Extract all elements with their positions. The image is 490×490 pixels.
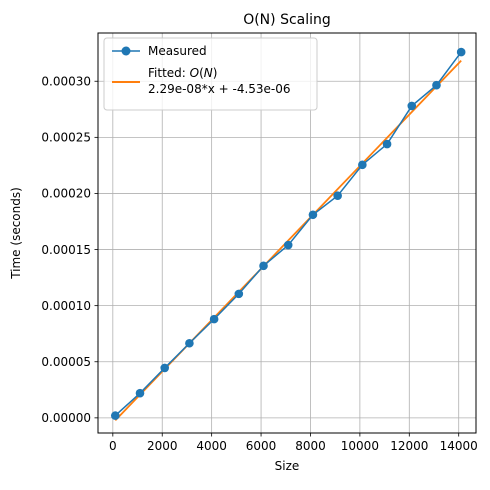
measured-point [185, 338, 194, 348]
y-tick-label: 0.00005 [41, 355, 91, 369]
legend-marker-measured-dot [121, 46, 131, 56]
measured-point [283, 240, 293, 250]
y-tick-label: 0.00010 [41, 299, 91, 313]
x-tick-label: 0 [109, 439, 117, 453]
legend: Measured Fitted: O(N) 2.29e-08*x + -4.53… [103, 37, 318, 111]
measured-point [259, 261, 268, 271]
measured-point [110, 411, 120, 420]
legend-entry-measured: Measured [148, 44, 207, 58]
measured-point [358, 160, 367, 170]
measured-point [432, 80, 441, 90]
y-tick-label: 0.00000 [41, 411, 91, 425]
measured-point [234, 289, 244, 299]
legend-entry-fitted: Fitted: O(N) [148, 66, 217, 80]
x-tick-label: 6000 [246, 439, 277, 453]
measured-point [333, 191, 342, 200]
x-tick-label: 12000 [390, 439, 428, 453]
x-tick-label: 2000 [147, 439, 178, 453]
x-tick-label: 14000 [440, 439, 478, 453]
y-tick-label: 0.00020 [41, 187, 91, 201]
x-tick-label: 8000 [295, 439, 326, 453]
plot-frame [97, 32, 477, 434]
y-tick-label: 0.00015 [41, 243, 91, 257]
measured-point [209, 314, 219, 324]
tick-layer: 0 2000 4000 6000 8000 10000 12000 14000 0.00000 0… [41, 75, 477, 453]
measured-point [456, 47, 466, 57]
series-layer [110, 47, 466, 421]
x-tick-label: 10000 [341, 439, 379, 453]
chart-title: O(N) Scaling [243, 12, 331, 28]
x-tick-label: 4000 [196, 439, 227, 453]
grid [98, 33, 476, 433]
y-tick-label: 0.00025 [41, 131, 91, 145]
y-tick-label: 0.00030 [41, 75, 91, 89]
legend-box [103, 37, 318, 111]
measured-point [382, 139, 392, 149]
measured-point [135, 388, 145, 398]
measured-point [308, 210, 318, 220]
y-axis-label: Time (seconds) [9, 187, 23, 280]
legend-entry-fitted-formula: 2.29e-08*x + -4.53e-06 [148, 82, 291, 96]
x-axis-label: Size [275, 459, 300, 473]
measured-point [160, 363, 170, 373]
measured-point [407, 101, 417, 111]
